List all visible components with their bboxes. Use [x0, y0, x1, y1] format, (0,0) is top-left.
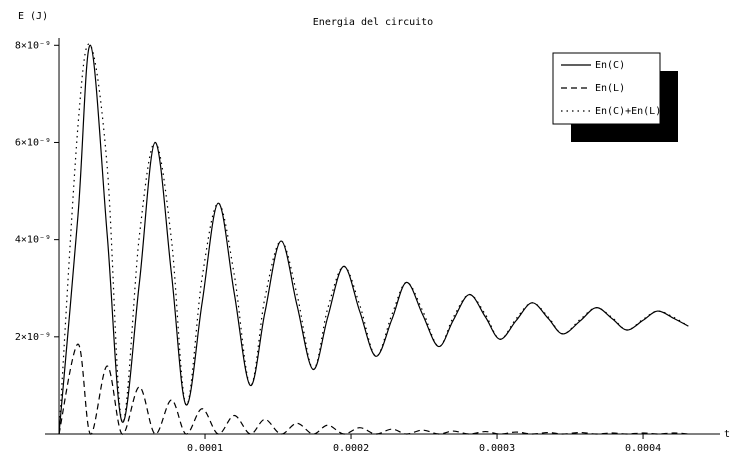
x-tick-label: 0.0002	[333, 443, 369, 454]
line-series	[58, 343, 689, 435]
legend-box	[552, 52, 661, 125]
y-tick-label: 2×10⁻⁹	[15, 332, 51, 343]
y-axis-label: E (J)	[18, 11, 48, 22]
x-tick-label: 0.0003	[479, 443, 515, 454]
x-tick-label: 0.0001	[187, 443, 223, 454]
x-axis-label: t	[724, 429, 730, 440]
y-tick-label: 8×10⁻⁹	[15, 40, 51, 51]
x-tick-label: 0.0004	[625, 443, 661, 454]
y-tick-label: 4×10⁻⁹	[15, 235, 51, 246]
legend-label: En(C)+En(L)	[595, 106, 661, 117]
legend-label: En(L)	[595, 83, 625, 94]
legend-label: En(C)	[595, 60, 625, 71]
y-tick-label: 6×10⁻⁹	[15, 137, 51, 148]
chart-title: Energia del circuito	[313, 17, 433, 28]
